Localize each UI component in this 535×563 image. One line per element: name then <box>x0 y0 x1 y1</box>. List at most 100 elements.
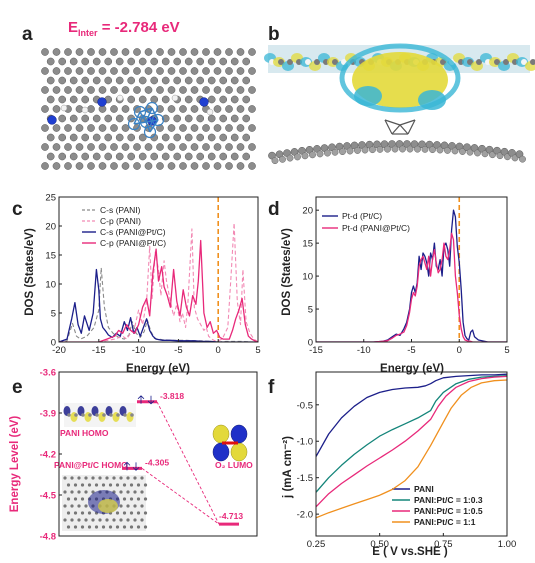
carbon-atom <box>225 143 233 151</box>
lattice-atom <box>87 511 92 515</box>
carbon-atom <box>190 86 199 94</box>
carbon-atom <box>144 67 153 75</box>
nitrogen-atom <box>97 97 107 107</box>
graphene-atom-b <box>436 146 444 154</box>
graphene-atom-b <box>301 152 309 160</box>
carbon-atom <box>127 152 136 161</box>
graphene-atom-b <box>444 146 451 154</box>
carbon-atom <box>173 76 182 85</box>
graphene-atom-b <box>271 157 279 165</box>
graphene-atom-b <box>421 145 429 153</box>
lattice-atom <box>140 504 144 508</box>
graphene-atom-b <box>391 145 399 153</box>
pt-cluster-icon <box>127 101 165 139</box>
homo-atom <box>74 413 78 417</box>
carbon-atom <box>110 143 118 151</box>
electron-arrows-1 <box>123 461 140 471</box>
carbon-atom <box>52 48 61 56</box>
carbon-atom <box>179 105 187 113</box>
isosurface-cyan-shell <box>339 43 461 113</box>
lattice-atom <box>129 497 134 501</box>
lattice-atom <box>101 483 106 487</box>
carbon-atom <box>41 105 49 113</box>
homo-atom <box>81 413 85 417</box>
lattice-atom <box>70 476 74 480</box>
y-tick-label-c-5: 25 <box>45 193 56 204</box>
carbon-atom <box>52 124 61 132</box>
carbon-atom <box>87 143 95 151</box>
legend-label-d-1: Pt-d (PANI@Pt/C) <box>342 223 410 233</box>
carbon-atom <box>98 48 107 56</box>
carbon-atom <box>98 124 107 132</box>
carbon-atom <box>127 76 136 85</box>
carbon-atom <box>248 67 256 75</box>
y-tick-label-c-2: 10 <box>45 280 56 291</box>
graphene-atom-b <box>429 146 436 154</box>
carbon-atom <box>196 133 205 142</box>
x-tick-label-c-1: -15 <box>92 345 106 356</box>
graphene-atom-b <box>519 155 526 163</box>
pt-atom <box>143 125 157 139</box>
homo-atom <box>123 413 127 417</box>
carbon-atom <box>202 143 210 151</box>
carbon-atom <box>87 162 95 170</box>
carbon-atom <box>190 48 199 56</box>
carbon-atom <box>138 152 147 161</box>
graphene-atom-b <box>354 147 361 154</box>
carbon-atom <box>92 152 101 161</box>
x-tick-label-d-3: 0 <box>457 345 462 356</box>
carbon-atom <box>161 95 170 104</box>
pt-bond <box>151 107 159 121</box>
energy-level-value-1: -4.305 <box>145 457 169 467</box>
series-line-f-2 <box>316 375 507 508</box>
carbon-atom <box>41 67 49 75</box>
lattice-atom <box>143 511 148 515</box>
carbon-atom <box>225 86 233 94</box>
plot-frame-f <box>315 371 508 537</box>
carbon-atom <box>184 76 193 85</box>
carbon-atom <box>98 67 107 75</box>
pani-atom <box>332 59 338 65</box>
carbon-atom <box>110 162 118 170</box>
connector-e-0 <box>156 401 220 525</box>
carbon-atom <box>196 57 205 66</box>
carbon-atom <box>104 152 113 161</box>
lattice-atom <box>63 476 67 480</box>
carbon-atom <box>173 114 182 123</box>
carbon-atom <box>167 124 176 132</box>
carbon-atom <box>87 48 95 56</box>
nitrogen-atom <box>199 97 209 107</box>
carbon-atom <box>138 76 147 85</box>
carbon-atom <box>104 133 113 142</box>
carbon-atom <box>81 76 90 85</box>
carbon-atom <box>69 114 78 123</box>
plot-area-c <box>59 197 258 342</box>
y-tick-label-d-4: 20 <box>302 206 313 217</box>
series-line-c-3 <box>59 239 258 342</box>
carbon-atom <box>64 67 72 75</box>
lattice-atom <box>98 518 102 522</box>
carbon-atom <box>87 105 95 113</box>
carbon-atom <box>81 57 90 66</box>
lattice-atom <box>77 518 81 522</box>
carbon-atom <box>69 76 78 85</box>
legend-label-d-0: Pt-d (Pt/C) <box>342 211 382 221</box>
graphene-atom-b <box>294 153 301 161</box>
x-tick-label-d-2: -5 <box>407 345 415 356</box>
carbon-atom <box>121 162 130 170</box>
y-tick-label-d-0: 0 <box>308 338 313 349</box>
carbon-atom <box>46 57 55 66</box>
carbon-atom <box>248 105 256 113</box>
lattice-atom <box>66 483 71 487</box>
carbon-atom <box>115 152 124 161</box>
carbon-atom <box>173 152 182 161</box>
lsv-chart-f: PANI PANI:Pt/C = 1:0.3 PANI:Pt/C = 1:0.5… <box>282 371 516 558</box>
pt-bond-b <box>399 119 416 126</box>
electron-arrows-0 <box>137 395 155 405</box>
x-axis-label-d: Energy (eV) <box>380 363 444 375</box>
carbon-atom <box>121 105 130 113</box>
carbon-atom <box>133 67 141 75</box>
x-tick-label-d-4: 5 <box>504 345 509 356</box>
carbon-atom <box>133 48 141 56</box>
